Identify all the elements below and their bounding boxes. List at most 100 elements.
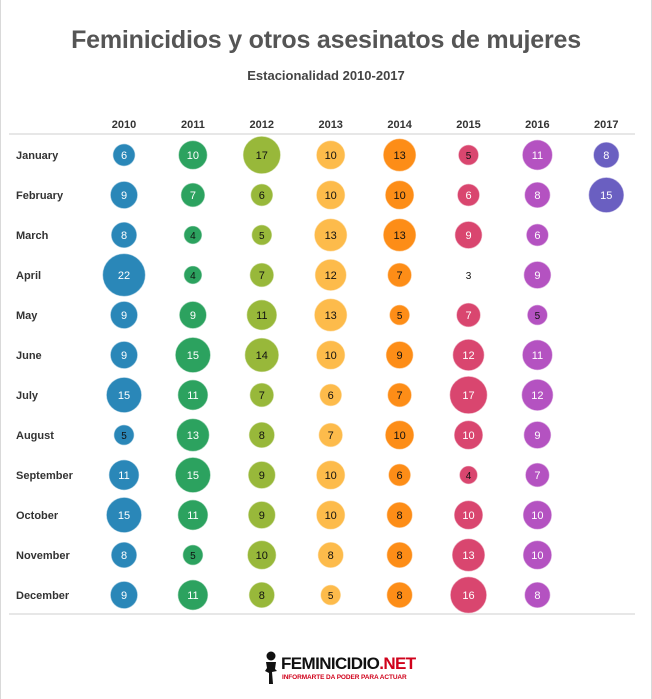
bubble-value: 13 — [325, 310, 337, 322]
bubble-value: 9 — [121, 350, 127, 362]
bubble: 5 — [250, 224, 273, 246]
month-label: August — [16, 430, 54, 442]
month-label: November — [16, 550, 71, 562]
bubble: 11 — [108, 459, 140, 491]
bubble: 9 — [247, 500, 277, 530]
bubble-value: 9 — [259, 470, 265, 482]
bubble: 9 — [109, 300, 139, 330]
bubble: 13 — [313, 217, 348, 253]
bubble-value: 7 — [397, 390, 403, 402]
bubble: 4 — [458, 465, 479, 485]
bubble-value: 13 — [393, 150, 405, 162]
bubble-value: 8 — [259, 590, 265, 602]
bubble: 14 — [244, 337, 280, 373]
bubble-value: 8 — [397, 510, 403, 522]
bubble-value: 10 — [393, 190, 405, 202]
bubble: 8 — [248, 581, 276, 609]
bubble: 10 — [522, 539, 553, 571]
bubble: 11 — [245, 299, 278, 331]
bubble-value: 13 — [187, 430, 199, 442]
bubble-value: 5 — [535, 311, 541, 322]
bubble-value: 9 — [534, 430, 540, 442]
bubble: 8 — [523, 581, 551, 609]
bubble: 10 — [522, 499, 553, 531]
bubble: 9 — [178, 300, 208, 330]
bubble-value: 10 — [325, 350, 337, 362]
woman-silhouette-icon — [265, 651, 277, 684]
bubble: 9 — [523, 420, 552, 450]
year-label: 2015 — [456, 119, 480, 131]
bubble-value: 10 — [187, 150, 199, 162]
bubble: 10 — [315, 179, 346, 211]
bubble: 8 — [592, 141, 620, 169]
month-label: April — [16, 270, 41, 282]
bubble: 9 — [109, 580, 139, 610]
bubble: 10 — [177, 139, 208, 171]
bubble: 7 — [455, 302, 482, 328]
bubble: 9 — [109, 180, 139, 210]
month-label: May — [16, 310, 38, 322]
bubble: 5 — [526, 304, 549, 326]
bubble-value: 6 — [121, 150, 127, 162]
year-label: 2010 — [112, 119, 136, 131]
year-label: 2012 — [250, 119, 274, 131]
bubble-value: 10 — [462, 510, 474, 522]
bubble: 5 — [113, 424, 135, 446]
bubble-value: 12 — [325, 270, 337, 282]
bubble-value: 8 — [259, 430, 265, 442]
bubble: 15 — [105, 376, 143, 414]
bubble-value: 15 — [118, 390, 130, 402]
bubble-value: 10 — [531, 510, 543, 522]
bubble-value: 5 — [328, 591, 334, 602]
bubble: 5 — [319, 584, 342, 606]
bubble-value: 11 — [187, 510, 198, 522]
bubble: 13 — [382, 137, 417, 173]
bubble-value: 5 — [397, 311, 403, 322]
bubble-value: 11 — [187, 390, 198, 402]
bubble: 15 — [105, 496, 143, 534]
bubble-value: 4 — [466, 471, 472, 482]
bubble-value: 6 — [328, 390, 334, 402]
bubble: 11 — [177, 499, 209, 531]
bubble: 5 — [388, 304, 411, 326]
bubble-value: 7 — [534, 470, 540, 482]
bubble: 17 — [242, 135, 282, 175]
bubble-value: 10 — [325, 470, 337, 482]
bubble-value: 13 — [325, 230, 337, 242]
month-label: June — [16, 350, 42, 362]
bubble-value: 13 — [462, 550, 474, 562]
bubble-value: 17 — [256, 150, 268, 162]
bubble: 11 — [177, 379, 209, 411]
bubble: 7 — [317, 422, 344, 448]
bubble: 11 — [177, 579, 209, 611]
bubble-value: 11 — [187, 590, 198, 602]
bubble-value: 7 — [397, 270, 403, 282]
feminicidio-logo[interactable]: FEMINICIDIO.NET INFORMARTE DA PODER PARA… — [263, 651, 416, 685]
month-label: September — [16, 470, 74, 482]
bubble: 6 — [112, 143, 136, 167]
bubble-value: 6 — [465, 190, 471, 202]
bubble: 3 — [466, 271, 472, 282]
bubble-value: 3 — [466, 271, 472, 282]
bubble: 10 — [315, 459, 346, 491]
logo-tagline: INFORMARTE DA PODER PARA ACTUAR — [282, 674, 407, 681]
bubble-value: 8 — [328, 550, 334, 562]
bubble: 13 — [313, 297, 348, 333]
bubble: 11 — [521, 339, 554, 371]
bubble: 8 — [386, 501, 414, 529]
bubble: 6 — [318, 383, 343, 407]
bubble: 4 — [183, 225, 203, 245]
bubble: 15 — [174, 336, 212, 374]
logo-wordmark: FEMINICIDIO.NET — [281, 654, 416, 673]
bubble: 7 — [249, 262, 275, 288]
bubble-value: 10 — [325, 150, 337, 162]
month-label: March — [16, 230, 49, 242]
bubble-value: 6 — [397, 470, 403, 482]
bubble-value: 15 — [187, 470, 199, 482]
bubble-value: 7 — [259, 270, 265, 282]
bubble-value: 10 — [462, 430, 474, 442]
bubble: 4 — [183, 265, 203, 285]
bubble-value: 16 — [462, 590, 474, 602]
bubble: 5 — [182, 544, 204, 566]
bubble: 15 — [174, 456, 212, 494]
